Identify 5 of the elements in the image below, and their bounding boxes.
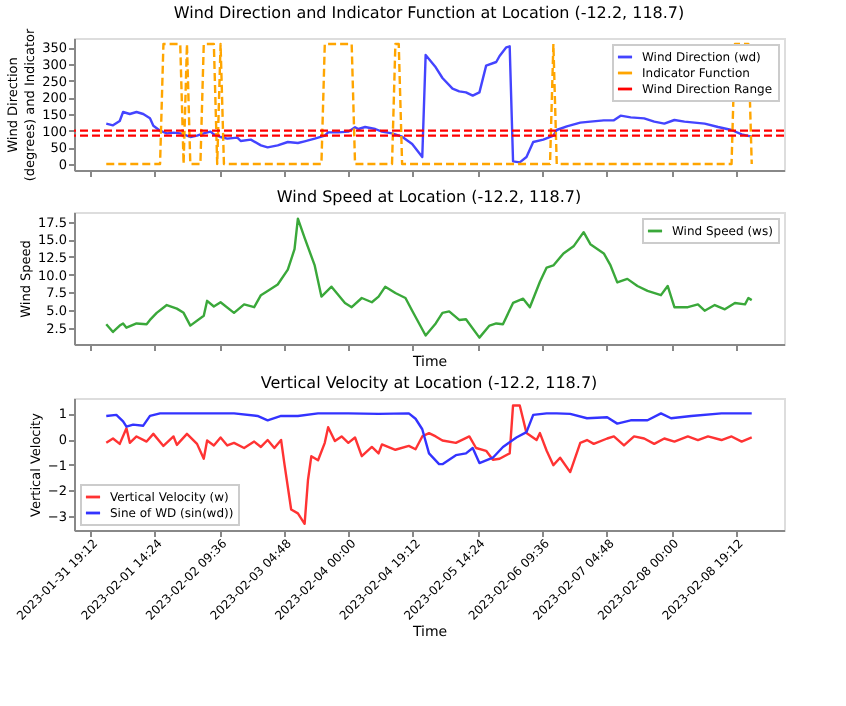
line-series bbox=[105, 412, 753, 466]
line-series bbox=[105, 404, 753, 526]
chart-title: Wind Speed at Location (-12.2, 118.7) bbox=[276, 188, 582, 206]
chart-title: Wind Direction and Indicator Function at Location (-12.2, 118.7) bbox=[173, 3, 685, 22]
chart-title: Vertical Velocity at Location (-12.2, 118.7) bbox=[260, 374, 598, 392]
